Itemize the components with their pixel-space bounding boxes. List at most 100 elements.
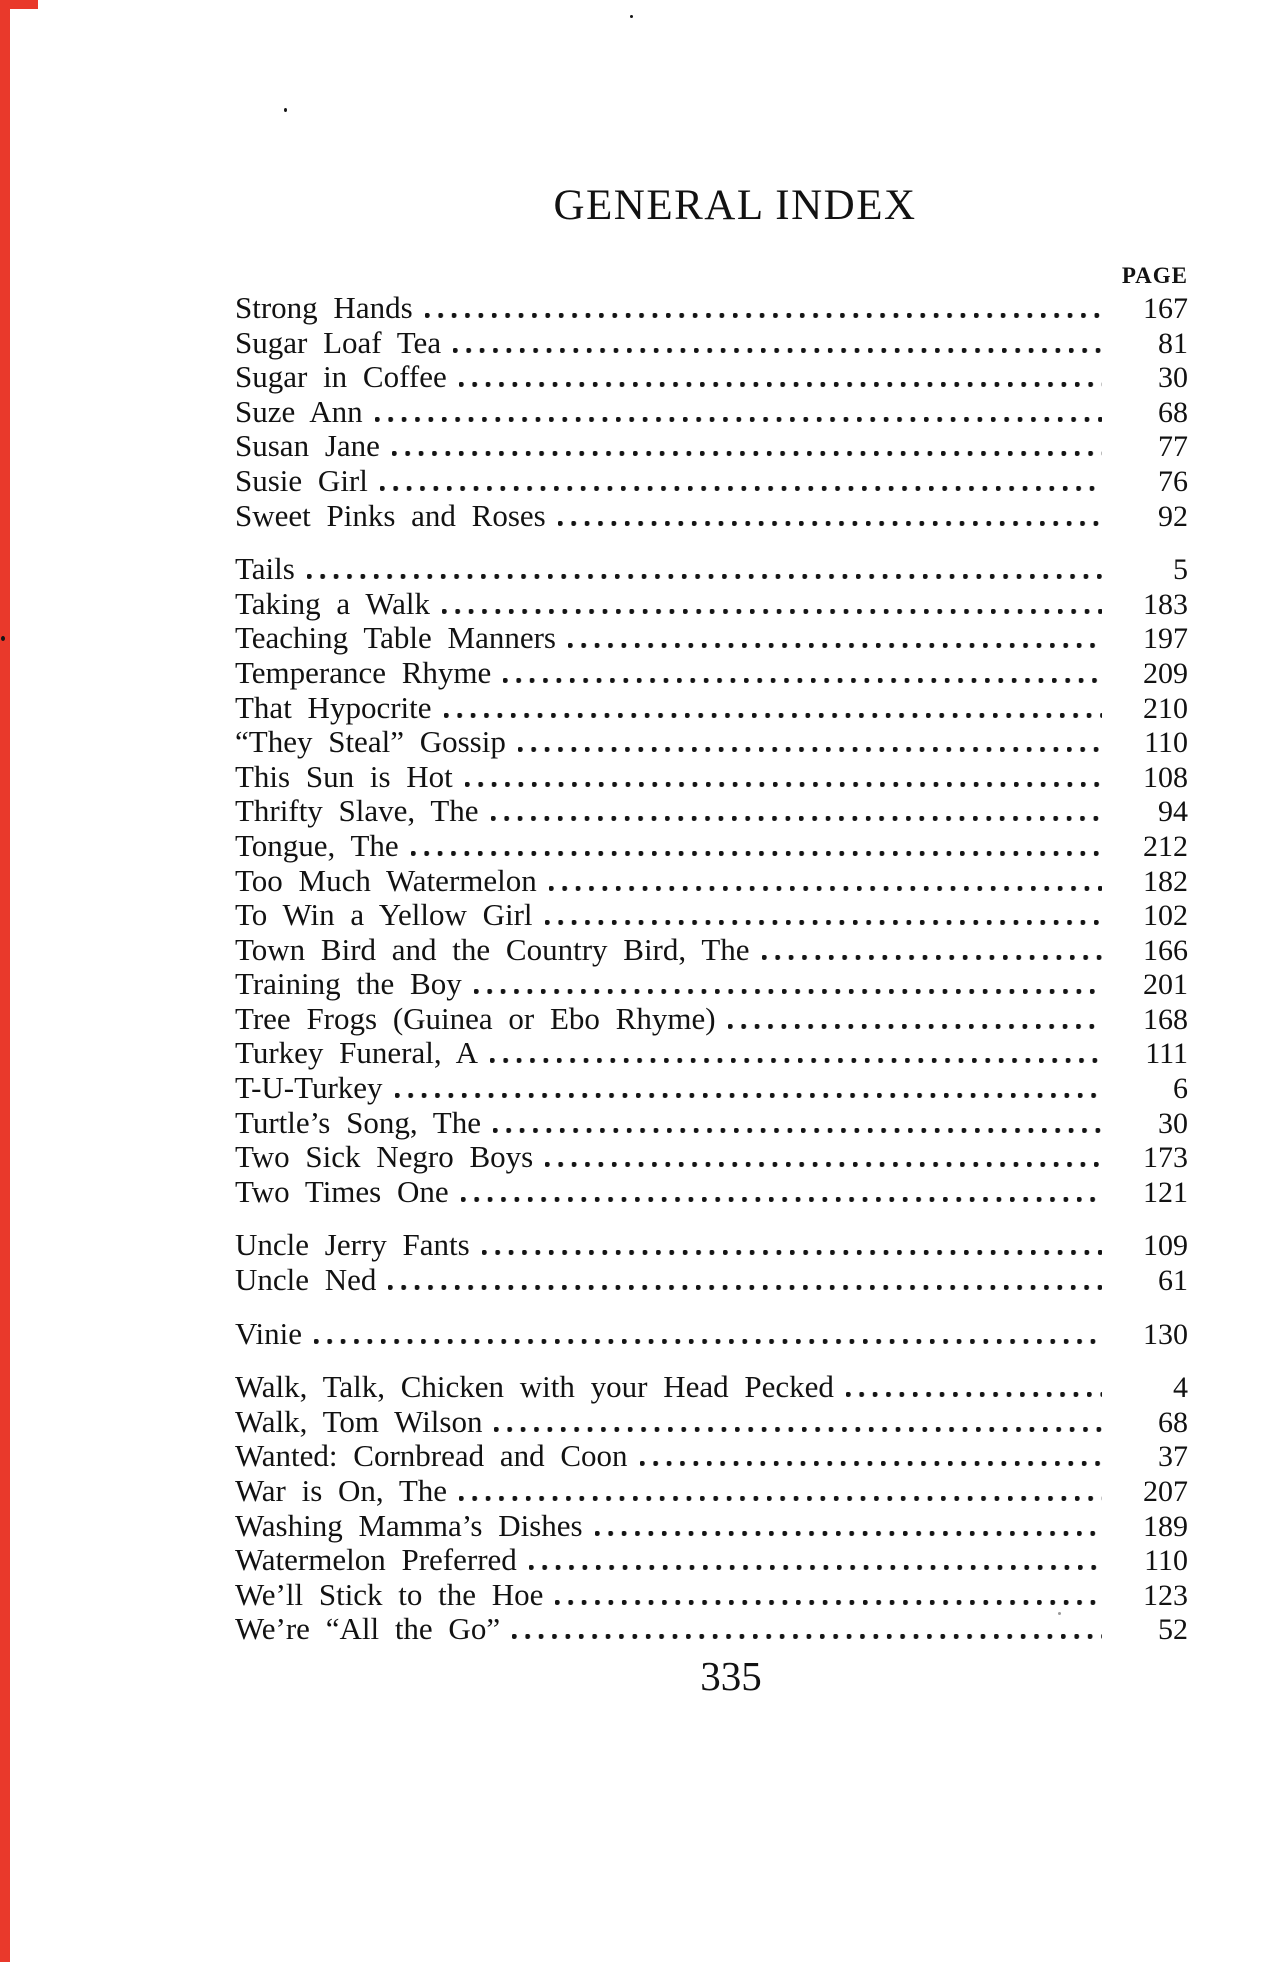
entry-title: “They Steal” Gossip bbox=[235, 724, 506, 760]
dot-leader bbox=[512, 1612, 1102, 1647]
entry-title: Turkey Funeral, A bbox=[235, 1035, 479, 1071]
dot-leader bbox=[453, 325, 1102, 361]
entry-page-number: 94 bbox=[1158, 795, 1188, 829]
index-entry-row: Vinie 130 bbox=[235, 1315, 1188, 1352]
entry-title: Susie Girl bbox=[235, 462, 368, 498]
index-entry-row: Uncle Jerry Fants 109 bbox=[235, 1227, 1188, 1264]
dot-leader bbox=[548, 863, 1102, 899]
entry-title: We’ll Stick to the Hoe bbox=[235, 1576, 544, 1612]
entry-page-number: 6 bbox=[1173, 1072, 1188, 1106]
entry-title: Washing Mamma’s Dishes bbox=[235, 1507, 583, 1543]
entry-title: Watermelon Preferred bbox=[235, 1542, 517, 1578]
entry-title: Sugar in Coffee bbox=[235, 359, 447, 395]
entry-page-number: 4 bbox=[1173, 1371, 1188, 1405]
index-entry-row: Sugar Loaf Tea 81 bbox=[235, 324, 1188, 361]
entry-page-number: 110 bbox=[1144, 1544, 1188, 1578]
index-entry-row: Washing Mamma’s Dishes 189 bbox=[235, 1507, 1188, 1544]
entry-page-number: 102 bbox=[1143, 899, 1188, 933]
index-group: Uncle Jerry Fants 109 Uncle Ned 61 bbox=[235, 1227, 1188, 1298]
dot-leader bbox=[545, 1140, 1102, 1175]
dot-leader bbox=[761, 932, 1102, 968]
index-entry-row: Two Sick Negro Boys 173 bbox=[235, 1140, 1188, 1175]
entry-title: Walk, Talk, Chicken with your Head Pecke… bbox=[235, 1369, 834, 1405]
entry-page-number: 77 bbox=[1158, 430, 1188, 464]
entry-page-number: 52 bbox=[1158, 1613, 1188, 1647]
entry-page-number: 168 bbox=[1143, 1002, 1188, 1036]
entry-title: T-U-Turkey bbox=[235, 1070, 383, 1106]
entry-title: Sugar Loaf Tea bbox=[235, 324, 442, 360]
entry-page-number: 207 bbox=[1143, 1475, 1188, 1508]
index-entry-row: Temperance Rhyme 209 bbox=[235, 655, 1188, 691]
entry-page-number: 92 bbox=[1158, 499, 1188, 533]
dot-leader bbox=[492, 1105, 1102, 1141]
dot-leader bbox=[314, 1316, 1102, 1352]
entry-title: Two Sick Negro Boys bbox=[235, 1139, 534, 1175]
dot-leader bbox=[557, 498, 1102, 534]
entry-title: Sweet Pinks and Roses bbox=[235, 497, 546, 533]
index-entry-row: Susan Jane 77 bbox=[235, 429, 1188, 464]
index-entry-row: Tongue, The 212 bbox=[235, 827, 1188, 864]
entry-title: Teaching Table Manners bbox=[235, 620, 556, 656]
entry-title: Walk, Tom Wilson bbox=[235, 1403, 483, 1439]
dot-leader bbox=[503, 655, 1102, 691]
index-entry-row: We’re “All the Go” 52 bbox=[235, 1612, 1188, 1647]
dot-leader bbox=[379, 463, 1102, 499]
entry-title: Uncle Jerry Fants bbox=[235, 1227, 470, 1263]
entry-page-number: 197 bbox=[1143, 622, 1188, 656]
entry-page-number: 189 bbox=[1143, 1509, 1188, 1543]
index-entry-row: This Sun is Hot 108 bbox=[235, 759, 1188, 795]
index-group: Vinie 130 bbox=[235, 1315, 1188, 1352]
entry-page-number: 166 bbox=[1143, 933, 1188, 967]
dot-leader bbox=[528, 1543, 1102, 1578]
page-title: GENERAL INDEX bbox=[553, 182, 917, 229]
dot-leader bbox=[727, 1001, 1102, 1037]
entry-title: Training the Boy bbox=[235, 966, 462, 1002]
entry-title: War is On, The bbox=[235, 1473, 448, 1508]
dot-leader bbox=[544, 898, 1102, 933]
entry-page-number: 68 bbox=[1158, 1405, 1188, 1439]
entry-title: Vinie bbox=[235, 1315, 303, 1351]
folio-page-number: 335 bbox=[700, 1653, 762, 1699]
entry-title: We’re “All the Go” bbox=[235, 1611, 501, 1647]
entry-title: Too Much Watermelon bbox=[235, 862, 537, 898]
entry-title: Strong Hands bbox=[235, 290, 413, 325]
dot-leader bbox=[374, 394, 1102, 430]
index-entry-row: Town Bird and the Country Bird, The 166 bbox=[235, 931, 1188, 968]
entry-title: Suze Ann bbox=[235, 393, 363, 429]
index-entry-row: Two Times One 121 bbox=[235, 1173, 1188, 1210]
entry-page-number: 212 bbox=[1143, 829, 1188, 863]
entry-page-number: 121 bbox=[1143, 1175, 1188, 1209]
scan-speck bbox=[1, 636, 5, 641]
index-entry-row: Wanted: Cornbread and Coon 37 bbox=[235, 1439, 1188, 1474]
index-entry-row: Training the Boy 201 bbox=[235, 967, 1188, 1002]
entry-title: Tongue, The bbox=[235, 827, 399, 863]
dot-leader bbox=[391, 429, 1102, 464]
index-entry-row: Sweet Pinks and Roses 92 bbox=[235, 497, 1188, 534]
entry-title: That Hypocrite bbox=[235, 689, 432, 725]
dot-leader bbox=[555, 1577, 1102, 1613]
page-column-header: PAGE bbox=[1121, 263, 1188, 288]
index-entry-row: Strong Hands 167 bbox=[235, 290, 1188, 326]
index-entry-row: We’ll Stick to the Hoe 123 bbox=[235, 1576, 1188, 1613]
entry-title: Uncle Ned bbox=[235, 1262, 377, 1298]
dot-leader bbox=[567, 621, 1102, 656]
index-entry-row: Thrifty Slave, The 94 bbox=[235, 794, 1188, 829]
entry-title: Turtle’s Song, The bbox=[235, 1104, 481, 1140]
index-entry-row: Watermelon Preferred 110 bbox=[235, 1543, 1188, 1578]
dot-leader bbox=[490, 794, 1102, 829]
entry-page-number: 110 bbox=[1144, 726, 1188, 760]
entry-title: Two Times One bbox=[235, 1173, 449, 1209]
dot-leader bbox=[410, 828, 1102, 864]
entry-page-number: 30 bbox=[1158, 1106, 1188, 1140]
entry-page-number: 81 bbox=[1158, 326, 1188, 360]
dot-leader bbox=[464, 759, 1102, 795]
entry-page-number: 61 bbox=[1158, 1264, 1188, 1298]
scan-red-edge bbox=[0, 0, 10, 1962]
scan-red-edge-top-corner bbox=[0, 0, 38, 9]
entry-title: Town Bird and the Country Bird, The bbox=[235, 931, 750, 967]
entry-page-number: 123 bbox=[1143, 1578, 1188, 1612]
dot-leader bbox=[306, 552, 1102, 587]
dot-leader bbox=[494, 1404, 1102, 1440]
index-entry-row: Walk, Tom Wilson 68 bbox=[235, 1403, 1188, 1440]
index-entry-row: “They Steal” Gossip 110 bbox=[235, 725, 1188, 760]
